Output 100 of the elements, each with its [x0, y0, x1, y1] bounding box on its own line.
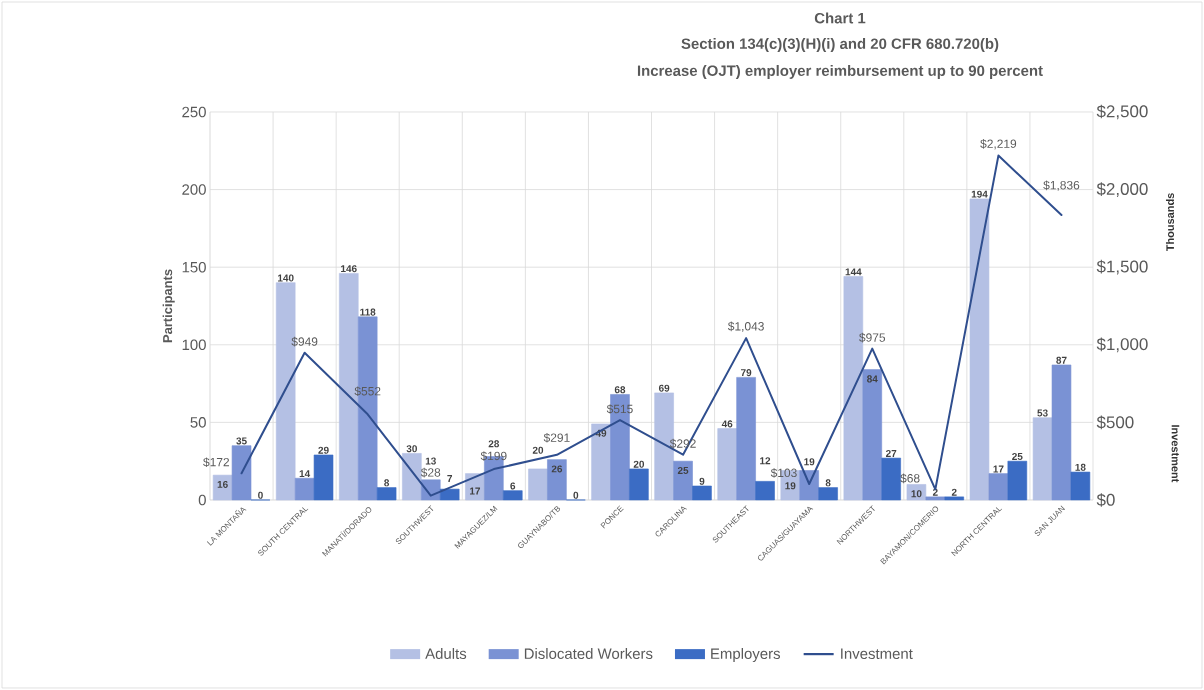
bar [881, 457, 901, 501]
y2-axis-title: Investment [1171, 425, 1180, 483]
legend-label: Employers [711, 648, 780, 662]
bar [502, 490, 523, 501]
y2-tick-label: $0 [1096, 493, 1115, 507]
bar [1070, 471, 1091, 501]
data-label: $103 [770, 468, 797, 478]
bar [944, 496, 965, 501]
data-label: 28 [488, 440, 500, 448]
data-label: 144 [845, 268, 862, 276]
data-label: 79 [741, 369, 752, 377]
data-label: 0 [573, 491, 579, 499]
y-tick-label: 100 [182, 339, 206, 351]
data-label: 7 [447, 475, 453, 482]
data-label: $975 [859, 332, 886, 343]
legend-label: Adults [425, 648, 467, 659]
data-label: 19 [785, 482, 796, 490]
bar [925, 496, 946, 501]
data-label: 10 [911, 490, 922, 498]
data-label: 19 [804, 458, 815, 466]
bar [692, 485, 712, 501]
data-label: 25 [1012, 452, 1023, 460]
data-label: 30 [406, 445, 417, 453]
text: Increase (OJT) employer reimbursement up to 90 percent [637, 65, 1043, 79]
y-tick-label: 0 [198, 494, 206, 506]
data-label: $949 [291, 336, 318, 347]
data-label: 27 [885, 449, 897, 457]
data-label: 17 [993, 465, 1004, 473]
data-label: 0 [258, 491, 263, 499]
bar [673, 460, 693, 501]
data-label: 14 [299, 470, 311, 478]
data-label: 9 [699, 477, 705, 485]
chart-title: Chart 1 [814, 12, 866, 24]
data-label: 2 [932, 488, 938, 496]
bar [862, 369, 883, 501]
data-label: 53 [1037, 409, 1048, 417]
data-label: 17 [470, 487, 481, 495]
bar [755, 481, 775, 501]
data-label: 13 [425, 457, 436, 465]
bar [629, 468, 649, 501]
bar [547, 459, 567, 501]
bar [969, 198, 990, 501]
data-label: 6 [510, 482, 516, 490]
y-axis-title: Participants [162, 269, 175, 343]
bar [906, 484, 927, 501]
data-label: 35 [236, 437, 247, 445]
bar [717, 428, 737, 501]
data-label: 16 [217, 480, 228, 488]
data-label: 68 [614, 386, 626, 394]
data-label: 2 [951, 488, 957, 496]
bar [439, 488, 460, 501]
bar [376, 487, 397, 501]
y2-tick-label: $500 [1096, 415, 1134, 430]
data-label: 18 [1075, 463, 1086, 471]
data-label: 20 [633, 460, 645, 468]
y2-tick-label: $1,500 [1096, 259, 1148, 275]
bar [402, 453, 422, 501]
y2-tick-label: $2,000 [1096, 182, 1148, 197]
data-label: 84 [867, 375, 878, 383]
bar [1007, 460, 1028, 501]
data-label: 29 [318, 446, 329, 454]
data-label: 146 [341, 265, 357, 273]
data-label: $291 [543, 432, 570, 443]
bar [818, 487, 838, 501]
data-label: 8 [825, 479, 831, 487]
data-label: $1,043 [727, 321, 764, 332]
y-tick-label: 250 [182, 106, 206, 118]
data-label: 140 [278, 274, 294, 282]
bar [1032, 417, 1053, 501]
data-label: 118 [360, 308, 376, 316]
data-label: $28 [420, 467, 441, 478]
bar [313, 454, 334, 501]
data-label: 46 [721, 420, 733, 428]
data-label: $172 [203, 457, 230, 468]
y-tick-label: 50 [190, 417, 206, 428]
data-label: 25 [677, 466, 689, 474]
bar [1051, 364, 1072, 501]
bar [528, 468, 548, 501]
data-label: 69 [658, 384, 670, 392]
data-label: $2,219 [980, 139, 1017, 150]
data-label: 194 [971, 190, 988, 198]
bar [591, 423, 611, 501]
data-label: 8 [384, 479, 390, 487]
data-label: 26 [551, 465, 563, 473]
bar [988, 473, 1009, 501]
data-label: 20 [532, 446, 544, 454]
y-tick-label: 150 [182, 261, 206, 273]
bar [231, 445, 252, 501]
chart-subtitle: Section 134(c)(3)(H)(i) and 20 CFR 680.720(b) [681, 38, 999, 52]
y2-tick-label: $2,500 [1096, 104, 1148, 120]
bar [294, 477, 315, 501]
text: Thousands [1165, 193, 1175, 252]
legend-label: Dislocated Workers [524, 648, 653, 659]
legend-label: Investment [841, 648, 913, 659]
bar [736, 377, 756, 501]
y2-tick-label: $1,000 [1096, 337, 1148, 353]
y-tick-label: 200 [182, 184, 206, 195]
data-label: 87 [1056, 356, 1067, 364]
data-label: $1,836 [1043, 180, 1080, 191]
data-label: 12 [760, 457, 771, 465]
